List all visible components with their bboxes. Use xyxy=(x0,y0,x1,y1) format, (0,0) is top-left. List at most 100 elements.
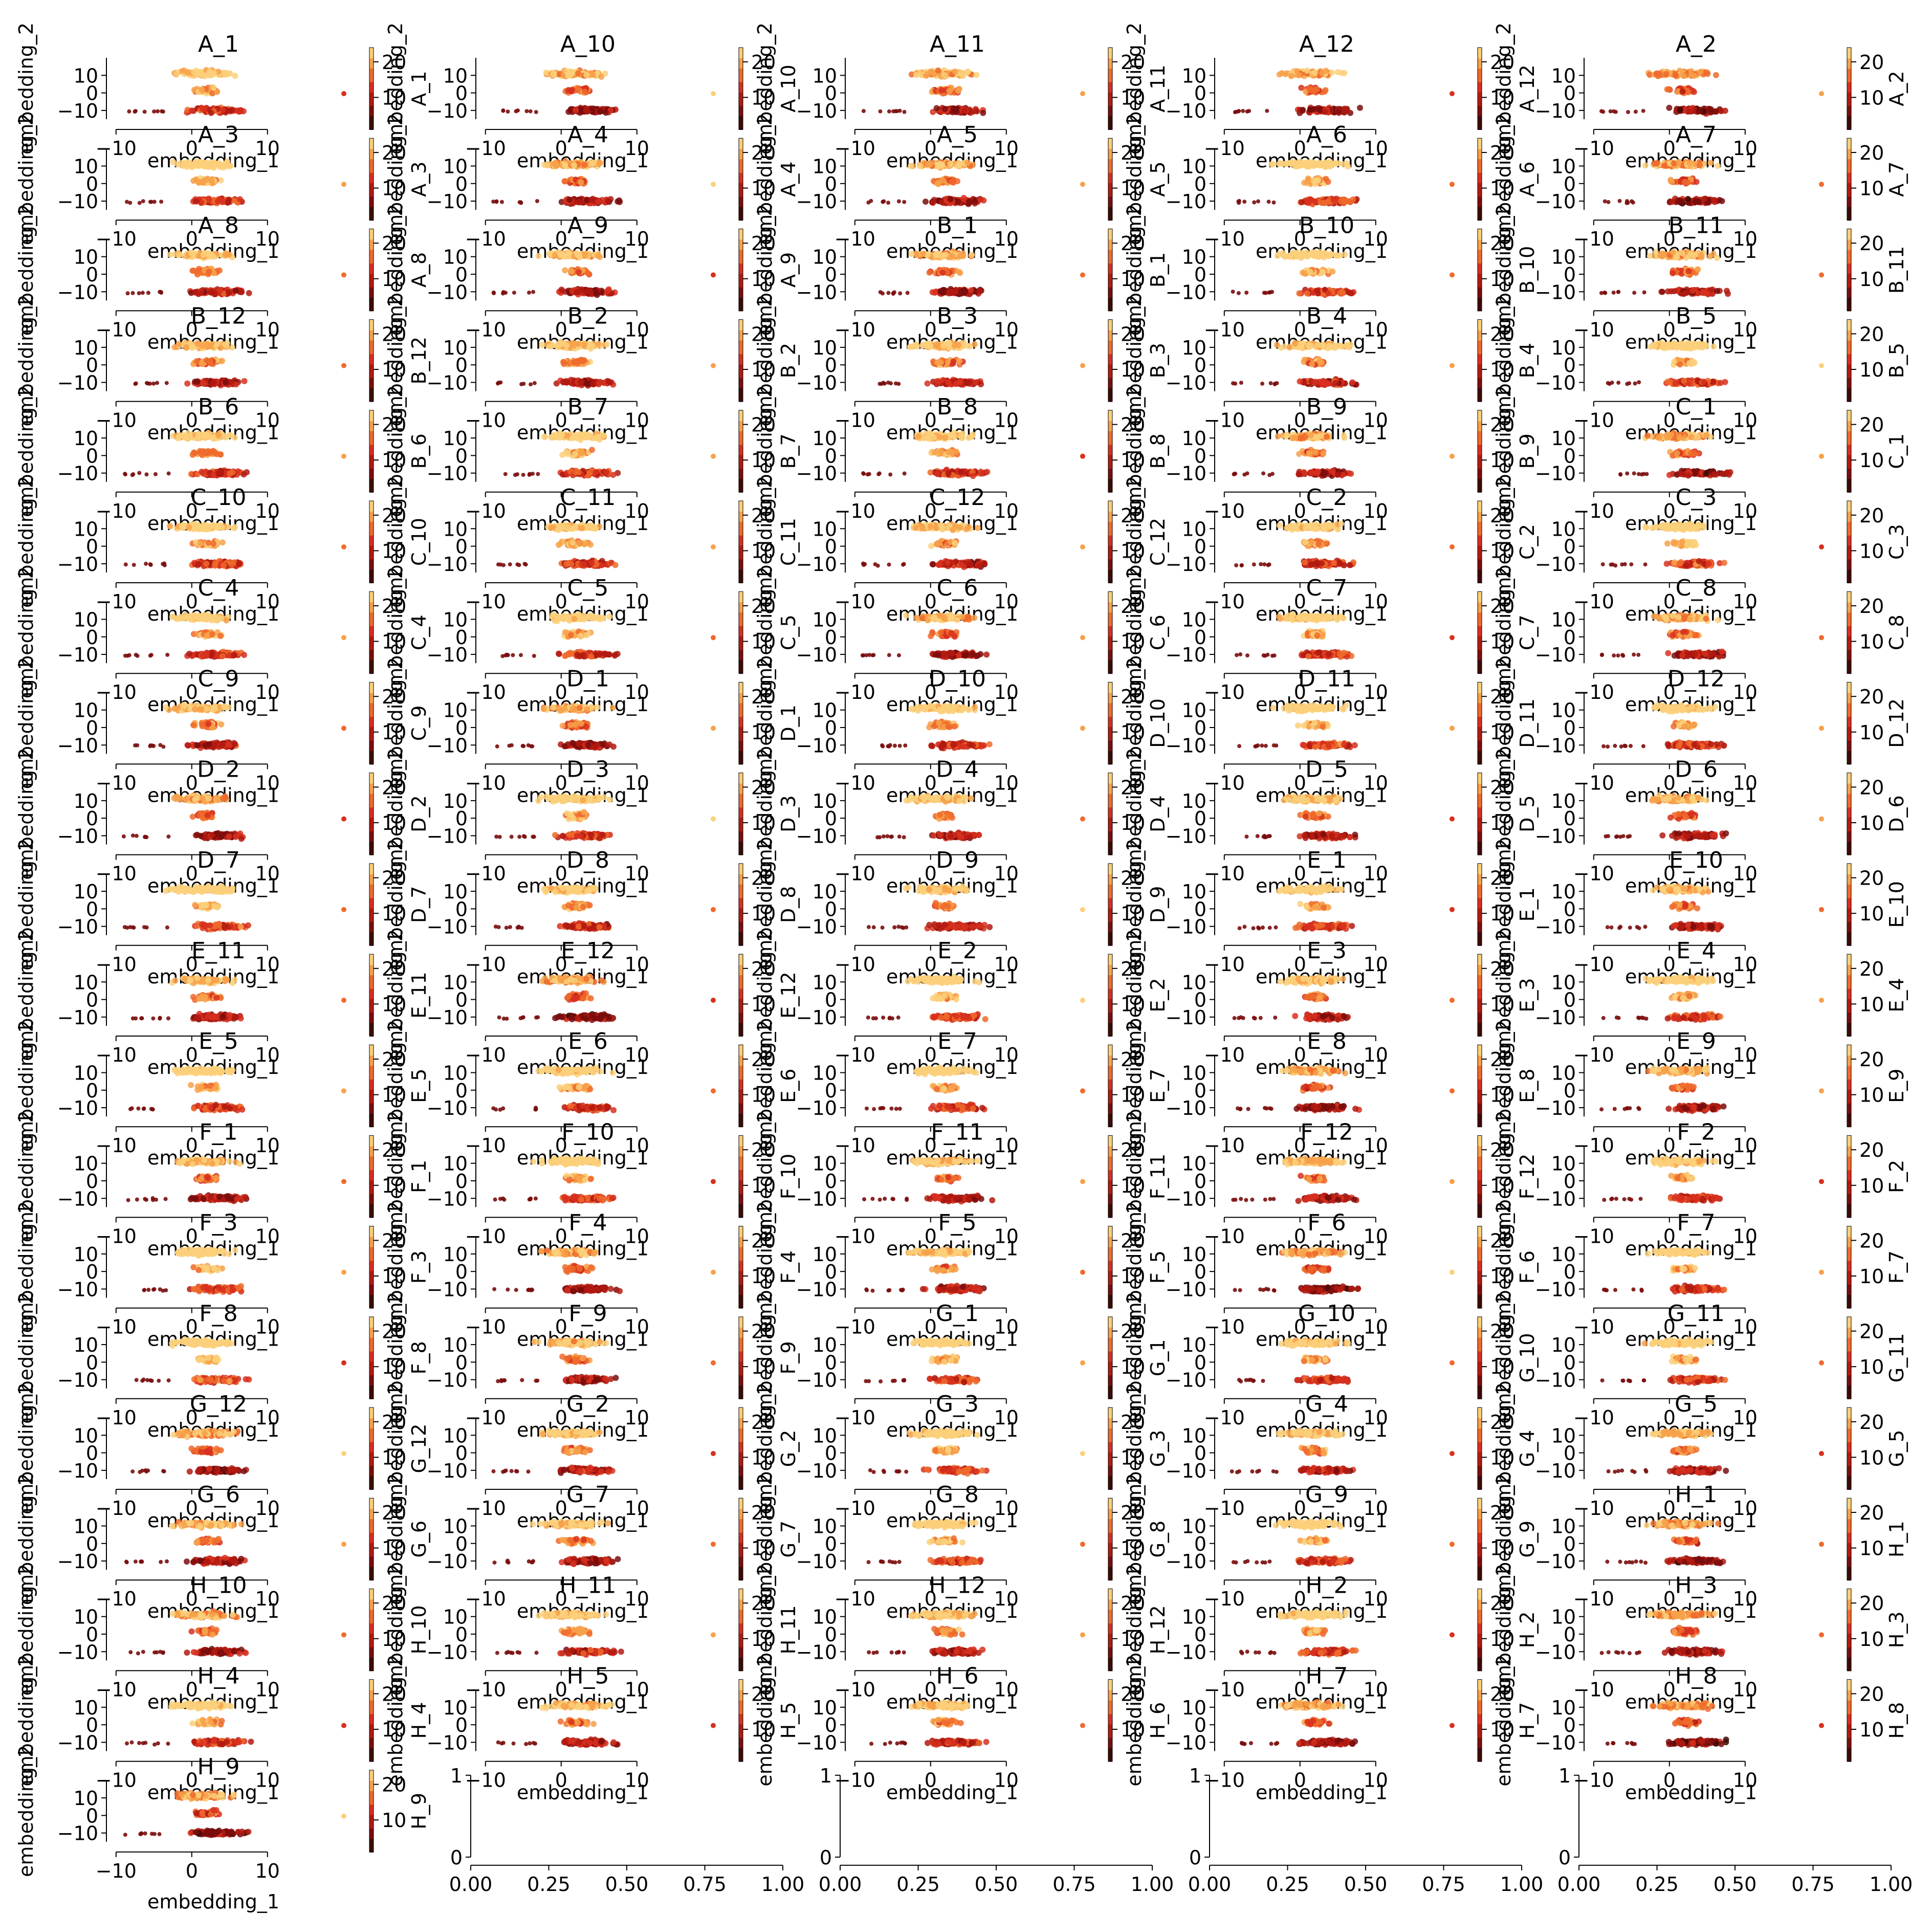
scatter-point xyxy=(1631,200,1635,205)
scatter-point xyxy=(1697,69,1704,75)
colorbar-segment xyxy=(1847,235,1851,240)
colorbar-segment xyxy=(1478,159,1482,163)
colorbar-segment xyxy=(369,326,374,331)
scatter-point xyxy=(593,290,600,297)
colorbar-segment xyxy=(739,189,743,193)
scatter-point xyxy=(607,107,614,114)
colorbar-segment xyxy=(1847,239,1851,244)
scatter-point xyxy=(934,378,940,385)
colorbar-segment xyxy=(1108,213,1112,217)
scatter-point xyxy=(1256,199,1260,204)
colorbar-segment xyxy=(369,71,374,76)
colorbar-segment xyxy=(369,162,374,166)
colorbar-segment xyxy=(1478,145,1482,149)
colorbar-segment xyxy=(739,148,743,152)
scatter-point xyxy=(1680,73,1687,79)
colorbar-segment xyxy=(369,259,374,264)
colorbar-segment xyxy=(1478,102,1482,106)
colorbar-segment xyxy=(1847,64,1851,69)
colorbar-segment xyxy=(1108,232,1112,236)
scatter-point xyxy=(1602,290,1607,295)
colorbar-segment xyxy=(1847,165,1851,170)
colorbar-segment xyxy=(1108,155,1112,160)
colorbar-segment xyxy=(1478,95,1482,99)
colorbar-segment xyxy=(739,99,743,103)
colorbar-tick-label: 20 xyxy=(382,51,406,74)
colorbar-segment xyxy=(369,377,374,382)
colorbar-segment xyxy=(1847,159,1851,163)
colorbar-segment xyxy=(1847,75,1851,79)
colorbar-segment xyxy=(369,172,374,177)
scatter-point xyxy=(170,159,177,165)
scatter-point xyxy=(938,359,944,366)
colorbar-segment xyxy=(739,263,743,267)
scatter-point xyxy=(947,161,954,167)
colorbar-segment xyxy=(1478,253,1482,257)
colorbar-segment xyxy=(1108,229,1112,233)
scatter-point xyxy=(1307,106,1313,113)
colorbar-label: A_1 xyxy=(408,71,430,106)
colorbar-segment xyxy=(369,294,374,298)
colorbar-segment xyxy=(1847,81,1851,86)
colorbar-segment xyxy=(739,239,743,244)
colorbar-segment xyxy=(369,273,374,277)
x-tick-label: −10 xyxy=(1204,318,1245,341)
x-tick-label: −10 xyxy=(96,318,137,341)
outlier-point xyxy=(1080,363,1085,368)
colorbar-segment xyxy=(369,61,374,65)
panel-title: A_3 xyxy=(198,122,239,148)
scatter-point xyxy=(1690,89,1697,95)
colorbar-segment xyxy=(739,138,743,142)
colorbar-segment xyxy=(1847,253,1851,257)
scatter-point xyxy=(195,266,202,272)
colorbar-segment xyxy=(369,297,374,301)
colorbar-segment xyxy=(1847,229,1851,233)
scatter-point xyxy=(1686,160,1693,167)
colorbar-segment xyxy=(1108,259,1112,264)
colorbar-segment xyxy=(1847,122,1851,127)
outlier-point xyxy=(1450,272,1455,278)
colorbar-segment xyxy=(369,126,374,130)
outlier-point xyxy=(341,363,346,368)
scatter-point xyxy=(1241,108,1245,113)
scatter-point xyxy=(567,71,574,77)
scatter-point xyxy=(1676,159,1682,165)
scatter-point xyxy=(206,268,212,275)
scatter-point xyxy=(1718,108,1725,115)
scatter-point xyxy=(219,358,226,364)
scatter-point xyxy=(164,381,169,385)
colorbar-segment xyxy=(369,89,374,93)
colorbar-segment xyxy=(739,336,743,341)
colorbar-segment xyxy=(1847,61,1851,65)
colorbar-segment xyxy=(369,280,374,284)
colorbar-segment xyxy=(1108,276,1112,281)
scatter-point xyxy=(1231,290,1235,294)
colorbar-segment xyxy=(739,71,743,76)
colorbar-segment xyxy=(739,232,743,236)
colorbar-segment xyxy=(1847,249,1851,254)
scatter-point xyxy=(1321,89,1328,95)
scatter-point xyxy=(563,379,570,386)
colorbar-segment xyxy=(369,300,374,305)
scatter-point xyxy=(134,381,138,386)
colorbar-segment xyxy=(1478,246,1482,250)
scatter-point xyxy=(521,382,526,386)
scatter-point xyxy=(1321,251,1327,257)
colorbar-segment xyxy=(739,186,743,190)
x-tick-label: −10 xyxy=(835,228,875,250)
scatter-point xyxy=(237,107,244,114)
scatter-point xyxy=(1616,290,1620,294)
scatter-point xyxy=(949,109,956,116)
colorbar-segment xyxy=(739,394,743,399)
colorbar-segment xyxy=(1478,297,1482,301)
scatter-point xyxy=(534,110,538,114)
panel-title: B_2 xyxy=(567,303,608,329)
colorbar-segment xyxy=(1108,270,1112,274)
colorbar-segment xyxy=(1478,229,1482,233)
scatter-point xyxy=(961,107,968,114)
colorbar-segment xyxy=(1478,273,1482,277)
scatter-point xyxy=(907,163,914,169)
scatter-point xyxy=(924,71,931,77)
scatter-point xyxy=(1266,200,1271,204)
